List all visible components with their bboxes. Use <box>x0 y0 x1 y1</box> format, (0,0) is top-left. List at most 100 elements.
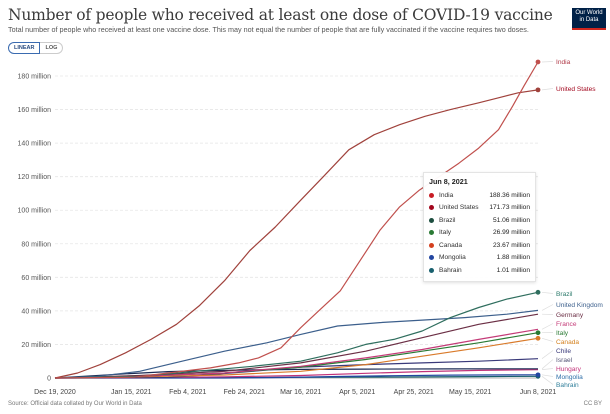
tooltip-country: India <box>439 191 454 199</box>
series-end-labels: India United States Brazil United Kingdom Ge… <box>541 59 603 389</box>
x-tick-label: Feb 24, 2021 <box>224 389 265 396</box>
log-scale-button[interactable]: LOG <box>40 42 64 54</box>
legend-dot-icon <box>429 242 434 248</box>
y-tick-label: 60 million <box>21 275 51 282</box>
y-tick-label: 0 <box>47 376 51 383</box>
series-label[interactable]: Italy <box>556 330 569 337</box>
tooltip-country: Mongolia <box>439 254 466 262</box>
series-line-united-states[interactable] <box>54 89 539 379</box>
series-label[interactable]: Canada <box>556 339 579 346</box>
series-label[interactable]: France <box>556 321 577 328</box>
end-marker-brazil <box>535 289 541 295</box>
series-end-markers <box>535 59 541 379</box>
tooltip-country: Italy <box>439 229 452 237</box>
tooltip-value: 26.99 million <box>492 229 530 237</box>
tooltip-country: United States <box>439 204 479 212</box>
tooltip-date: Jun 8, 2021 <box>429 177 468 186</box>
end-marker-mongolia <box>535 372 541 378</box>
series-label[interactable]: Israel <box>556 357 573 364</box>
series-lines <box>54 61 539 379</box>
x-tick-label: Dec 19, 2020 <box>34 389 76 396</box>
y-tick-label: 140 million <box>18 141 52 148</box>
series-label[interactable]: Brazil <box>556 291 573 298</box>
tooltip-country: Brazil <box>439 216 456 224</box>
label-connector <box>541 323 554 330</box>
tooltip-row: Italy 26.99 million <box>429 227 530 240</box>
tooltip-row: Canada 23.67 million <box>429 239 530 252</box>
tooltip-row: United States 171.73 million <box>429 202 530 215</box>
label-connector <box>541 61 554 63</box>
x-tick-label: Feb 4, 2021 <box>169 389 206 396</box>
series-label[interactable]: United Kingdom <box>556 302 603 309</box>
series-line-mongolia[interactable] <box>55 374 539 379</box>
label-connector <box>541 291 554 294</box>
x-axis-tick-labels: Dec 19, 2020 Jan 15, 2021 Feb 4, 2021 Feb 2… <box>34 389 556 396</box>
series-line-france[interactable] <box>54 328 539 379</box>
legend-dot-icon <box>429 267 434 273</box>
owid-logo[interactable]: Our World in Data <box>572 8 606 30</box>
legend-dot-icon <box>429 217 434 223</box>
series-line-brazil[interactable] <box>54 291 539 379</box>
series-line-india[interactable] <box>54 61 539 379</box>
tooltip-country: Canada <box>439 241 463 249</box>
tooltip-row: Mongolia 1.88 million <box>429 252 530 265</box>
x-tick-label: Jan 15, 2021 <box>111 389 152 396</box>
legend-dot-icon <box>429 192 434 198</box>
tooltip-row: Bahrain 1.01 million <box>429 264 530 277</box>
label-connector <box>541 368 554 370</box>
source-note[interactable]: Source: Official data collated by Our Wo… <box>8 401 142 407</box>
y-tick-label: 20 million <box>21 342 51 349</box>
tooltip-value: 1.01 million <box>496 266 530 274</box>
x-tick-label: Apr 5, 2021 <box>339 389 375 396</box>
tooltip-value: 51.06 million <box>492 216 530 224</box>
series-label[interactable]: Hungary <box>556 366 582 373</box>
license-link[interactable]: CC BY <box>583 401 602 407</box>
tooltip-value: 1.88 million <box>496 254 530 262</box>
label-connector <box>541 88 554 91</box>
label-connector <box>541 304 554 311</box>
y-tick-label: 100 million <box>18 208 52 215</box>
legend-dot-icon <box>429 205 434 211</box>
tooltip-row: India 188.36 million <box>429 189 530 202</box>
series-line-united-kingdom[interactable] <box>54 309 539 379</box>
end-marker-united-states <box>535 87 541 93</box>
x-tick-label: Mar 16, 2021 <box>280 389 321 396</box>
y-tick-label: 160 million <box>18 107 52 114</box>
x-tick-label: Apr 25, 2021 <box>394 389 434 396</box>
label-connector <box>541 359 554 370</box>
tooltip-country: Bahrain <box>439 266 462 274</box>
series-label[interactable]: Bahrain <box>556 382 579 389</box>
legend-dot-icon <box>429 230 434 236</box>
scale-toggle: LINEAR LOG <box>8 42 64 54</box>
label-connector <box>541 350 554 359</box>
series-label[interactable]: Germany <box>556 312 584 319</box>
tooltip-rows: India 188.36 million United States 171.73 m… <box>429 189 530 277</box>
logo-line-2: in Data <box>579 17 599 23</box>
linear-scale-button[interactable]: LINEAR <box>8 42 41 54</box>
x-tick-label: May 15, 2021 <box>449 389 492 396</box>
series-label[interactable]: India <box>556 59 571 66</box>
y-tick-label: 120 million <box>18 174 52 181</box>
series-line-canada[interactable] <box>54 337 539 379</box>
series-label[interactable]: Chile <box>556 348 571 355</box>
y-tick-label: 180 million <box>18 74 52 81</box>
x-tick-label: Jun 8, 2021 <box>520 389 557 396</box>
end-marker-italy <box>535 330 541 336</box>
series-label[interactable]: United States <box>556 86 596 93</box>
y-axis-tick-labels: 0 20 million 40 million 60 million 80 millio… <box>18 74 52 383</box>
legend-dot-icon <box>429 255 434 261</box>
tooltip-value: 188.36 million <box>489 191 530 199</box>
chart-subtitle: Total number of people who received at l… <box>8 25 529 34</box>
hover-tooltip: Jun 8, 2021 India 188.36 million United St… <box>423 172 536 282</box>
label-connector <box>541 376 554 385</box>
y-tick-label: 80 million <box>21 241 51 248</box>
tooltip-value: 23.67 million <box>492 241 530 249</box>
label-connector <box>541 337 554 342</box>
y-tick-label: 40 million <box>21 308 51 315</box>
series-label[interactable]: Mongolia <box>556 374 583 381</box>
tooltip-row: Brazil 51.06 million <box>429 214 530 227</box>
label-connector <box>541 374 554 377</box>
end-marker-india <box>535 59 541 65</box>
logo-line-1: Our World <box>575 10 603 16</box>
end-marker-canada <box>535 335 541 341</box>
